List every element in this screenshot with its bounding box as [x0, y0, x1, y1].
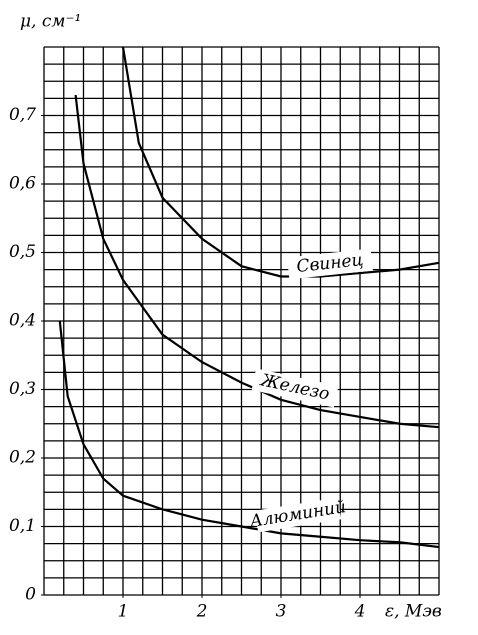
- x-tick-label: 4: [354, 602, 366, 622]
- label-background: [251, 368, 339, 408]
- y-tick-label: 0,4: [9, 311, 36, 331]
- line: [121, 46, 440, 278]
- y-tick-label: 0: [25, 585, 36, 605]
- y-axis-label: μ, см⁻¹: [20, 12, 81, 32]
- x-axis-label: ε, Мэв: [385, 602, 442, 622]
- y-tick-label: 0,7: [9, 105, 36, 125]
- y-tick-label: 0,2: [9, 448, 36, 468]
- y-tick-label: 0,1: [9, 516, 36, 536]
- x-tick-label: 3: [276, 602, 287, 622]
- y-tick-label: 0,6: [9, 174, 36, 194]
- y-tick-label: 0,3: [9, 379, 36, 399]
- line: [58, 320, 440, 549]
- line: [74, 94, 440, 429]
- label-background: [287, 248, 373, 280]
- x-tick-label: 1: [118, 602, 129, 622]
- label-background: [254, 497, 342, 533]
- x-tick-label: 2: [196, 602, 208, 622]
- y-tick-label: 0,5: [9, 242, 36, 262]
